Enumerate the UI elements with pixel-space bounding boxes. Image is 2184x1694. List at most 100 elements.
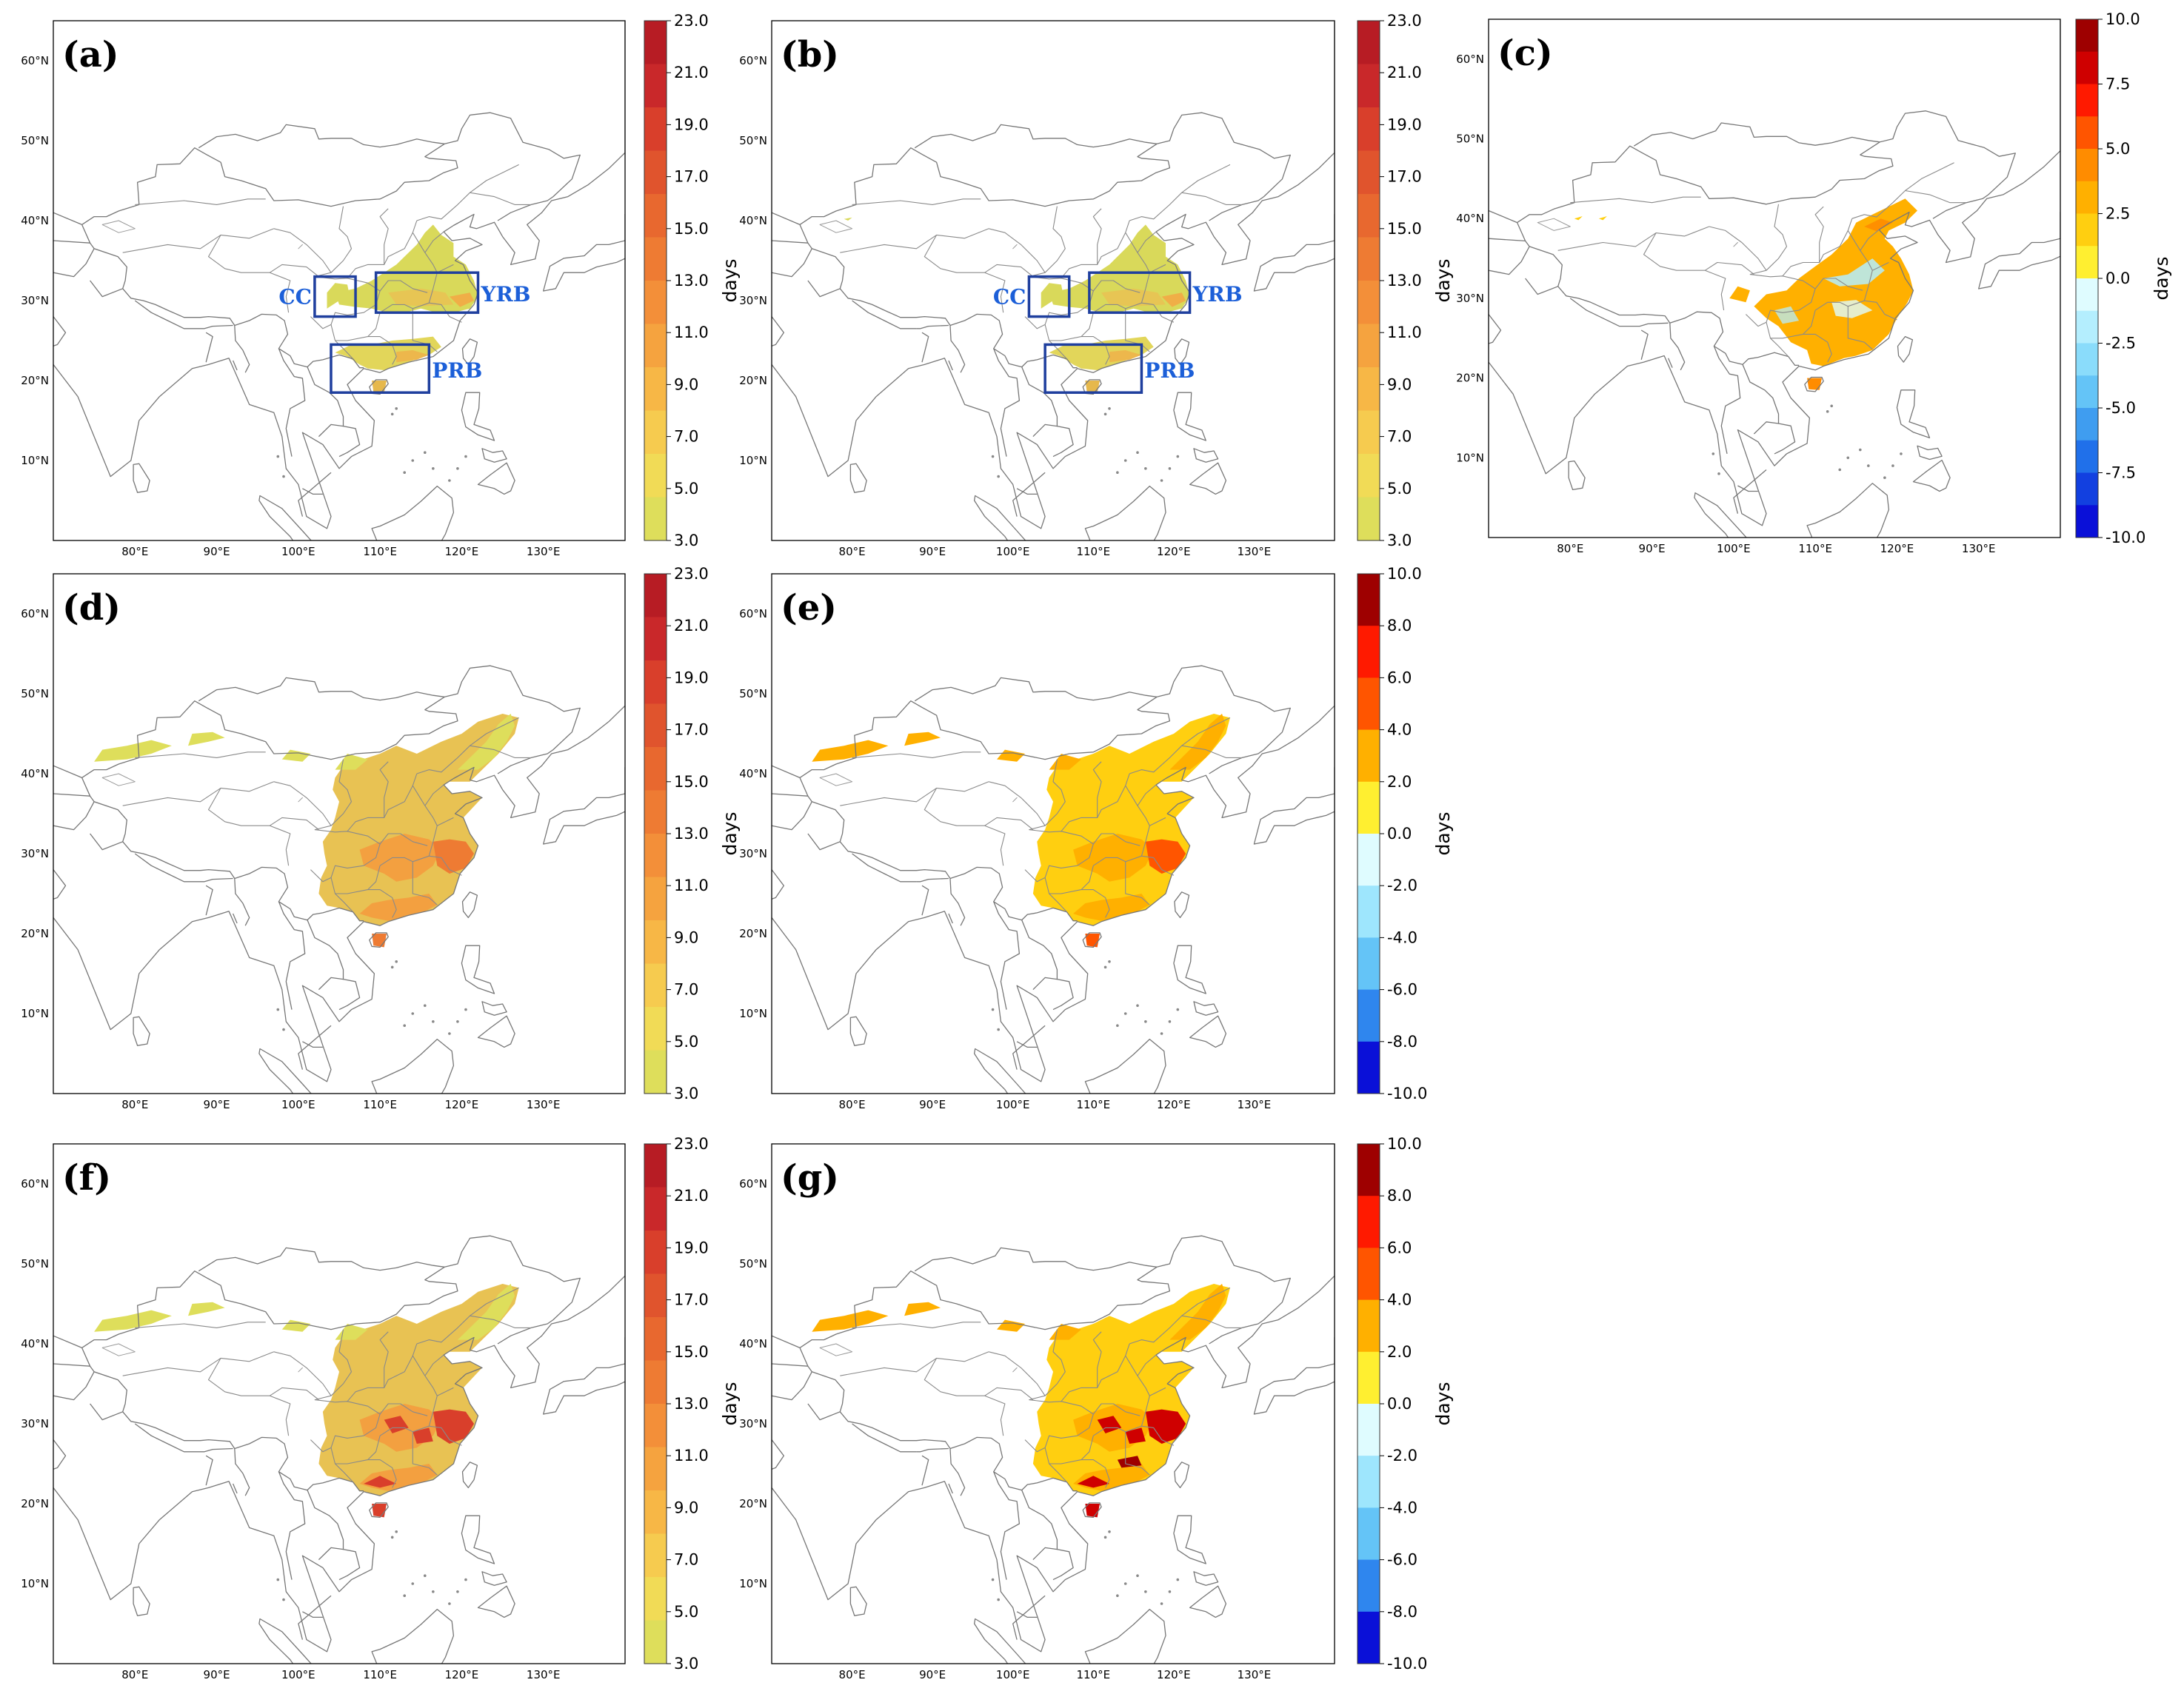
country-border xyxy=(1012,472,1046,517)
coastline xyxy=(53,574,625,1082)
country-border xyxy=(1052,1548,1074,1581)
island xyxy=(1900,452,1903,455)
data-field xyxy=(372,934,387,948)
data-field xyxy=(1169,714,1226,770)
coastline xyxy=(461,338,478,366)
island xyxy=(464,1578,467,1581)
colorbar-segment xyxy=(1358,150,1380,195)
island xyxy=(1136,451,1139,454)
lat-tick-label: 30°N xyxy=(739,294,767,307)
colorbar-tick-label: 19.0 xyxy=(674,116,709,133)
country-border xyxy=(53,212,82,225)
colorbar: 10.0 7.5 5.0 2.5 0.0 -2.5 -5.0 -7.5 -10.0 days xyxy=(2075,10,2172,546)
colorbar-segment xyxy=(644,1187,667,1231)
lat-tick-label: 60°N xyxy=(739,1177,767,1191)
lat-tick-label: 10°N xyxy=(739,1007,767,1020)
colorbar-segment xyxy=(1358,454,1380,498)
colorbar-segment xyxy=(1358,1611,1380,1664)
data-field xyxy=(812,1310,889,1332)
coastline xyxy=(1173,945,1206,994)
island xyxy=(1891,464,1894,467)
coastline xyxy=(973,1048,1026,1094)
map-panel-f: 80°E 90°E 100°E 110°E 120°E 130°E 60°N 50°N 40°N… xyxy=(21,1135,741,1681)
island xyxy=(997,475,1000,478)
coastline xyxy=(1173,392,1206,441)
colorbar-tick-label: 6.0 xyxy=(1387,1239,1412,1256)
lon-tick-label: 120°E xyxy=(1880,542,1914,555)
colorbar-tick-label: 17.0 xyxy=(674,1291,709,1309)
lake xyxy=(298,244,303,250)
colorbar-segment xyxy=(1358,237,1380,281)
province-border xyxy=(1049,893,1067,913)
colorbar-tick-label: -10.0 xyxy=(2105,529,2145,546)
island xyxy=(1838,468,1842,472)
coastline xyxy=(461,1462,478,1489)
province-border xyxy=(984,817,1034,831)
coastline xyxy=(1253,213,1335,292)
province-border xyxy=(1029,276,1094,325)
colorbar-segment xyxy=(644,790,667,834)
coastline xyxy=(1804,376,1824,392)
province-border xyxy=(330,866,381,894)
country-border xyxy=(1489,246,1530,275)
map-frame xyxy=(53,1143,626,1664)
province-border xyxy=(379,280,428,293)
province-border xyxy=(347,1343,418,1402)
province-border xyxy=(273,1351,332,1401)
island xyxy=(390,965,394,969)
colorbar-segment xyxy=(1358,937,1380,991)
colorbar-tick-label: 19.0 xyxy=(1387,116,1422,133)
island xyxy=(403,1594,407,1597)
province-border xyxy=(1081,889,1110,918)
country-border xyxy=(1737,485,1758,492)
colorbar-tick-label: 10.0 xyxy=(1387,1135,1422,1153)
colorbar-tick-label: 0.0 xyxy=(1387,825,1412,843)
colorbar-tick-label: 5.0 xyxy=(674,1603,698,1621)
colorbar-unit-label: days xyxy=(719,811,741,855)
island xyxy=(464,455,467,458)
country-border xyxy=(1569,298,1636,327)
colorbar-tick-label: -6.0 xyxy=(1387,1551,1417,1569)
island xyxy=(403,471,407,474)
province-border xyxy=(428,264,454,304)
country-border xyxy=(234,325,250,373)
lat-tick-label: 60°N xyxy=(21,607,49,620)
colorbar-tick-label: 10.0 xyxy=(1387,565,1422,583)
colorbar-segment xyxy=(1358,194,1380,238)
province-border xyxy=(1863,262,1889,301)
colorbar-segment xyxy=(1358,1351,1380,1405)
colorbar-segment xyxy=(1358,989,1380,1042)
lat-tick-label: 40°N xyxy=(1456,212,1484,225)
province-border xyxy=(1129,717,1231,774)
island xyxy=(390,412,394,416)
colorbar-tick-label: 7.0 xyxy=(674,1551,698,1569)
country-border xyxy=(205,1455,213,1486)
province-border xyxy=(413,302,462,323)
country-border xyxy=(807,833,841,851)
province-border xyxy=(1847,230,1873,271)
data-field xyxy=(844,217,852,221)
coastline xyxy=(1084,485,1166,540)
province-border xyxy=(412,785,438,826)
lon-tick-label: 100°E xyxy=(281,1098,315,1111)
colorbar-tick-label: 17.0 xyxy=(674,168,709,186)
lat-tick-label: 10°N xyxy=(739,454,767,467)
island xyxy=(1116,1594,1119,1597)
island xyxy=(395,407,398,410)
colorbar-segment xyxy=(644,21,667,64)
province-border xyxy=(1766,309,1816,339)
lon-tick-label: 120°E xyxy=(445,1668,479,1681)
colorbar-segment xyxy=(1358,1456,1380,1508)
province-border xyxy=(852,751,981,758)
colorbar-segment xyxy=(1358,1559,1380,1613)
country-border xyxy=(278,348,306,457)
island xyxy=(1830,404,1833,408)
island xyxy=(282,1598,285,1601)
colorbar-segment xyxy=(644,1447,667,1491)
lat-tick-label: 20°N xyxy=(21,374,49,387)
country-border xyxy=(1517,110,2016,224)
coastline xyxy=(1189,1585,1227,1618)
colorbar-segment xyxy=(644,877,667,921)
colorbar-segment xyxy=(1358,834,1380,886)
country-border xyxy=(799,224,1078,369)
